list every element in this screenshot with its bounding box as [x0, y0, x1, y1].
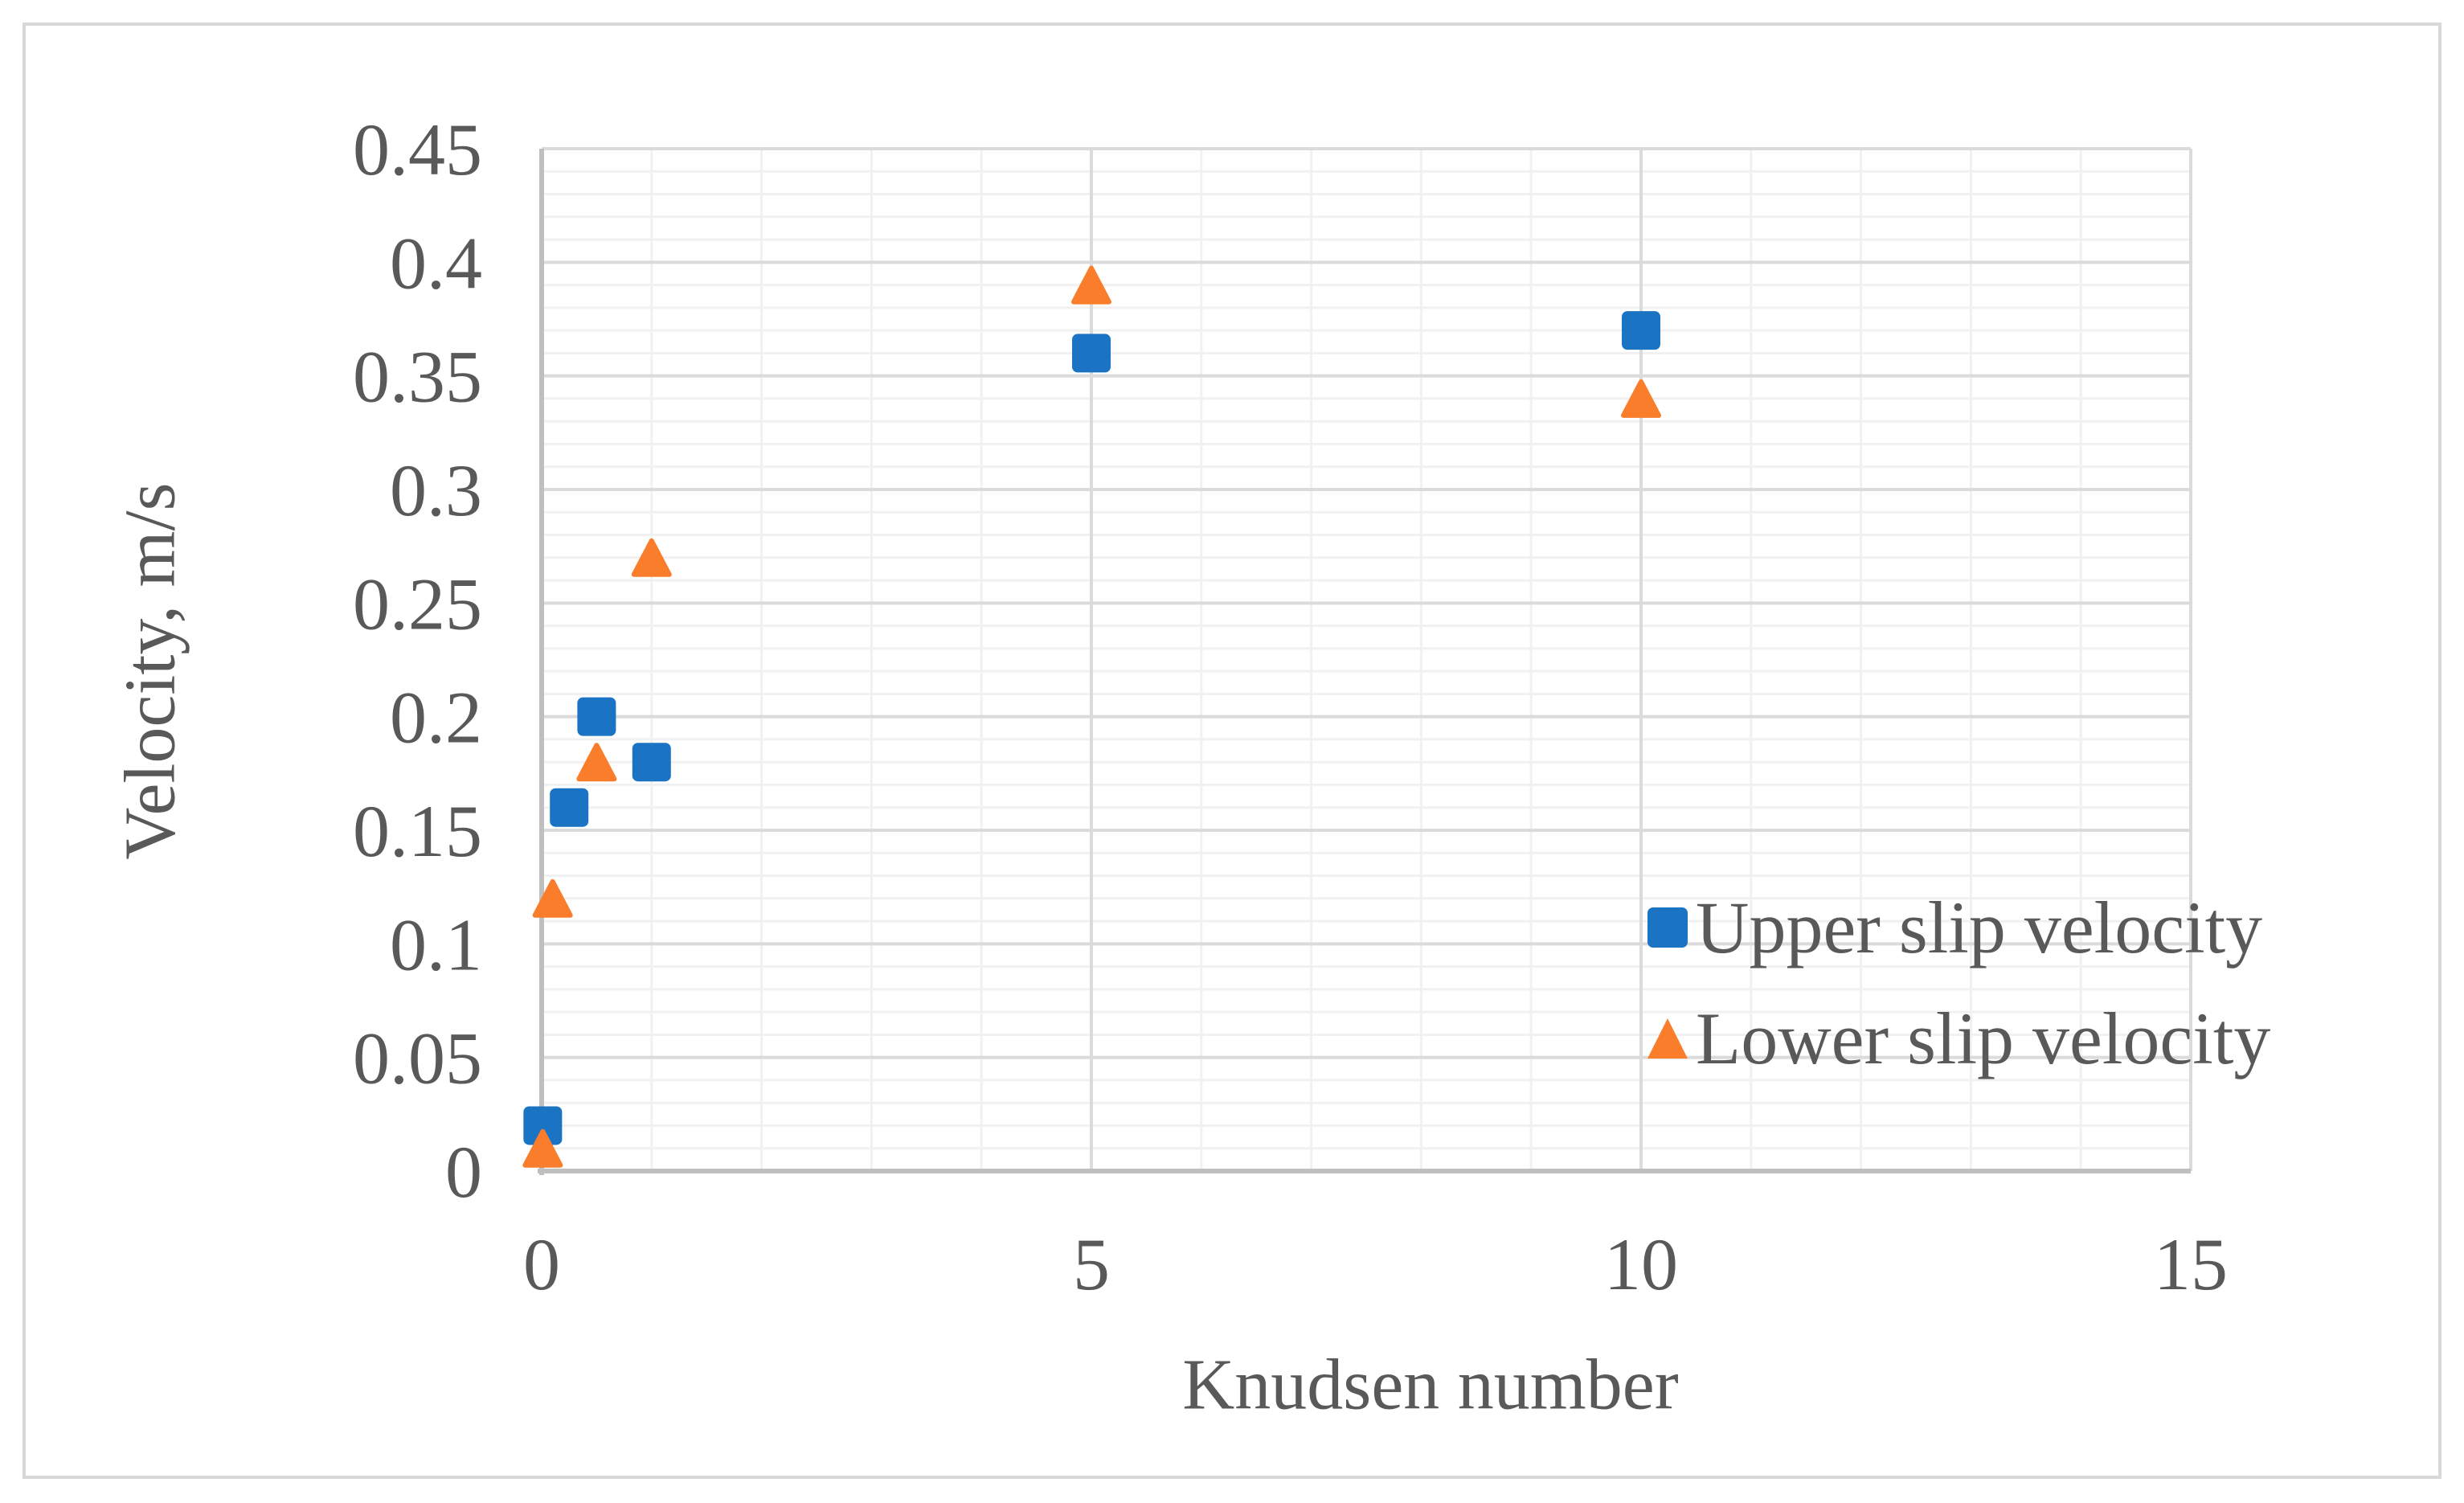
legend-square-marker-icon — [1647, 907, 1688, 948]
y-tick-label: 0.3 — [390, 449, 482, 531]
y-tick-label: 0.15 — [353, 790, 482, 872]
x-axis-title: Knudsen number — [1182, 1345, 1679, 1425]
y-tick-label: 0.1 — [390, 903, 482, 985]
data-point-triangle — [1621, 379, 1661, 418]
data-point-square — [1072, 334, 1111, 373]
data-point-square — [550, 788, 589, 827]
legend-item-upper-slip: Upper slip velocity — [1647, 888, 2270, 967]
y-tick-label: 0.25 — [353, 563, 482, 645]
y-tick-label: 0.45 — [353, 109, 482, 190]
legend: Upper slip velocity Lower slip velocity — [1647, 888, 2270, 1078]
data-point-square — [577, 697, 616, 736]
legend-label: Lower slip velocity — [1696, 997, 2271, 1079]
y-tick-label: 0 — [445, 1131, 482, 1213]
x-tick-label: 15 — [2154, 1223, 2228, 1305]
y-tick-label: 0.05 — [353, 1018, 482, 1100]
legend-label: Upper slip velocity — [1696, 887, 2263, 969]
data-point-triangle — [532, 878, 573, 918]
x-tick-label: 0 — [523, 1223, 560, 1305]
y-tick-label: 0.35 — [353, 336, 482, 418]
data-point-square — [1622, 311, 1660, 350]
y-tick-label: 0.4 — [390, 222, 482, 304]
legend-triangle-marker-icon — [1647, 1018, 1688, 1059]
y-axis-title: Velocity, m/s — [110, 482, 190, 860]
data-point-triangle — [522, 1128, 563, 1168]
x-tick-label: 5 — [1073, 1223, 1110, 1305]
x-tick-label: 10 — [1604, 1223, 1678, 1305]
data-point-triangle — [631, 538, 672, 577]
y-tick-label: 0.2 — [390, 677, 482, 759]
legend-item-lower-slip: Lower slip velocity — [1647, 999, 2270, 1078]
data-point-square — [523, 1106, 563, 1145]
data-point-triangle — [1071, 265, 1111, 305]
data-point-square — [632, 743, 671, 782]
data-point-triangle — [576, 743, 617, 782]
